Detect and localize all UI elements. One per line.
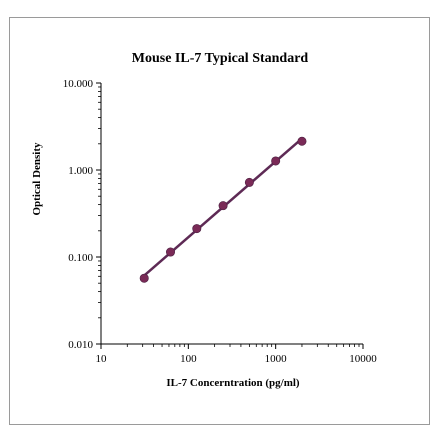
x-tick-label: 100 bbox=[180, 353, 197, 365]
y-axis-label: Optical Density bbox=[31, 142, 43, 216]
x-tick-label: 1000 bbox=[265, 353, 288, 365]
data-point bbox=[297, 136, 307, 146]
x-tick-label: 10000 bbox=[349, 353, 377, 365]
x-tick-label: 10 bbox=[96, 353, 108, 365]
y-tick-label: 1.000 bbox=[68, 165, 93, 177]
y-tick-label: 0.100 bbox=[68, 252, 93, 264]
data-point bbox=[192, 224, 202, 234]
data-point bbox=[271, 156, 281, 166]
chart-title: Mouse IL-7 Typical Standard bbox=[132, 51, 309, 66]
y-tick-label: 10.000 bbox=[63, 78, 94, 90]
data-point bbox=[244, 177, 254, 187]
data-point bbox=[218, 201, 228, 211]
data-point bbox=[166, 247, 176, 257]
chart-plot: Mouse IL-7 Typical Standard Optical Dens… bbox=[31, 51, 377, 389]
x-axis-label: IL-7 Concerntration (pg/ml) bbox=[166, 377, 300, 389]
chart-frame: Mouse IL-7 Typical Standard Optical Dens… bbox=[9, 17, 430, 425]
y-tick-label: 0.010 bbox=[68, 339, 93, 351]
data-point bbox=[139, 273, 149, 283]
